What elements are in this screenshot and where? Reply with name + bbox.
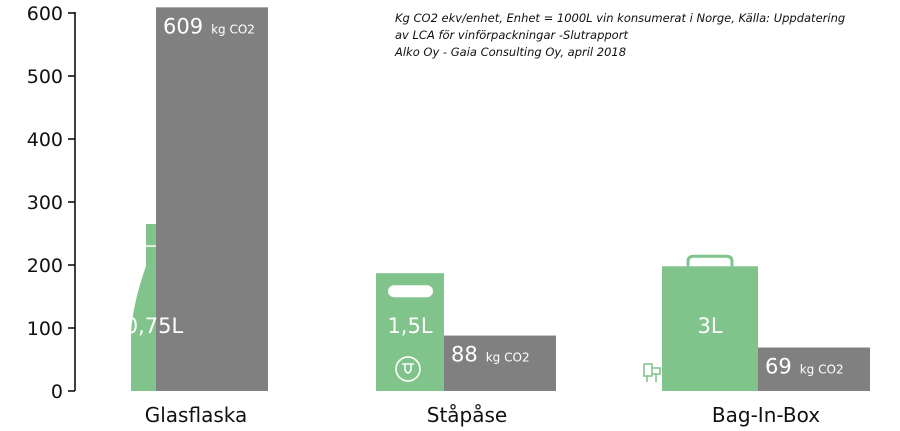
y-tick-label: 500: [27, 66, 63, 88]
y-tick-label: 400: [27, 129, 63, 151]
package-size-label-glasflaska: 0,75L: [125, 314, 184, 338]
category-label-stapase: Ståpåse: [427, 403, 507, 427]
co2-value-label: 88 kg CO2: [451, 343, 530, 367]
co2-bar-glasflaska: [156, 7, 268, 392]
co2-value-label: 69 kg CO2: [765, 355, 844, 379]
category-label-glasflaska: Glasflaska: [145, 403, 248, 427]
source-note-line-2: av LCA för vinförpackningar -Slutrapport: [395, 28, 628, 42]
standing-pouch-icon: [376, 273, 444, 391]
co2-bar-ståpåse: [444, 335, 556, 391]
y-tick-label: 0: [51, 381, 63, 403]
y-tick-label: 100: [27, 318, 63, 340]
y-tick-label: 300: [27, 192, 63, 214]
y-tick-label: 600: [27, 3, 63, 25]
category-label-bag-in-box: Bag-In-Box: [712, 403, 820, 427]
y-tick-label: 200: [27, 255, 63, 277]
package-size-label-stapase: 1,5L: [387, 314, 432, 338]
source-note-line-3: Alko Oy - Gaia Consulting Oy, april 2018: [394, 45, 626, 59]
bag-in-box-icon: [643, 254, 758, 391]
co2-value-label: 609 kg CO2: [163, 14, 255, 38]
source-note-line-1: Kg CO2 ekv/enhet, Enhet = 1000L vin kons…: [395, 11, 845, 25]
package-size-label-bag-in-box: 3L: [697, 314, 722, 338]
co2-bar-bag-in-box: [758, 347, 870, 391]
